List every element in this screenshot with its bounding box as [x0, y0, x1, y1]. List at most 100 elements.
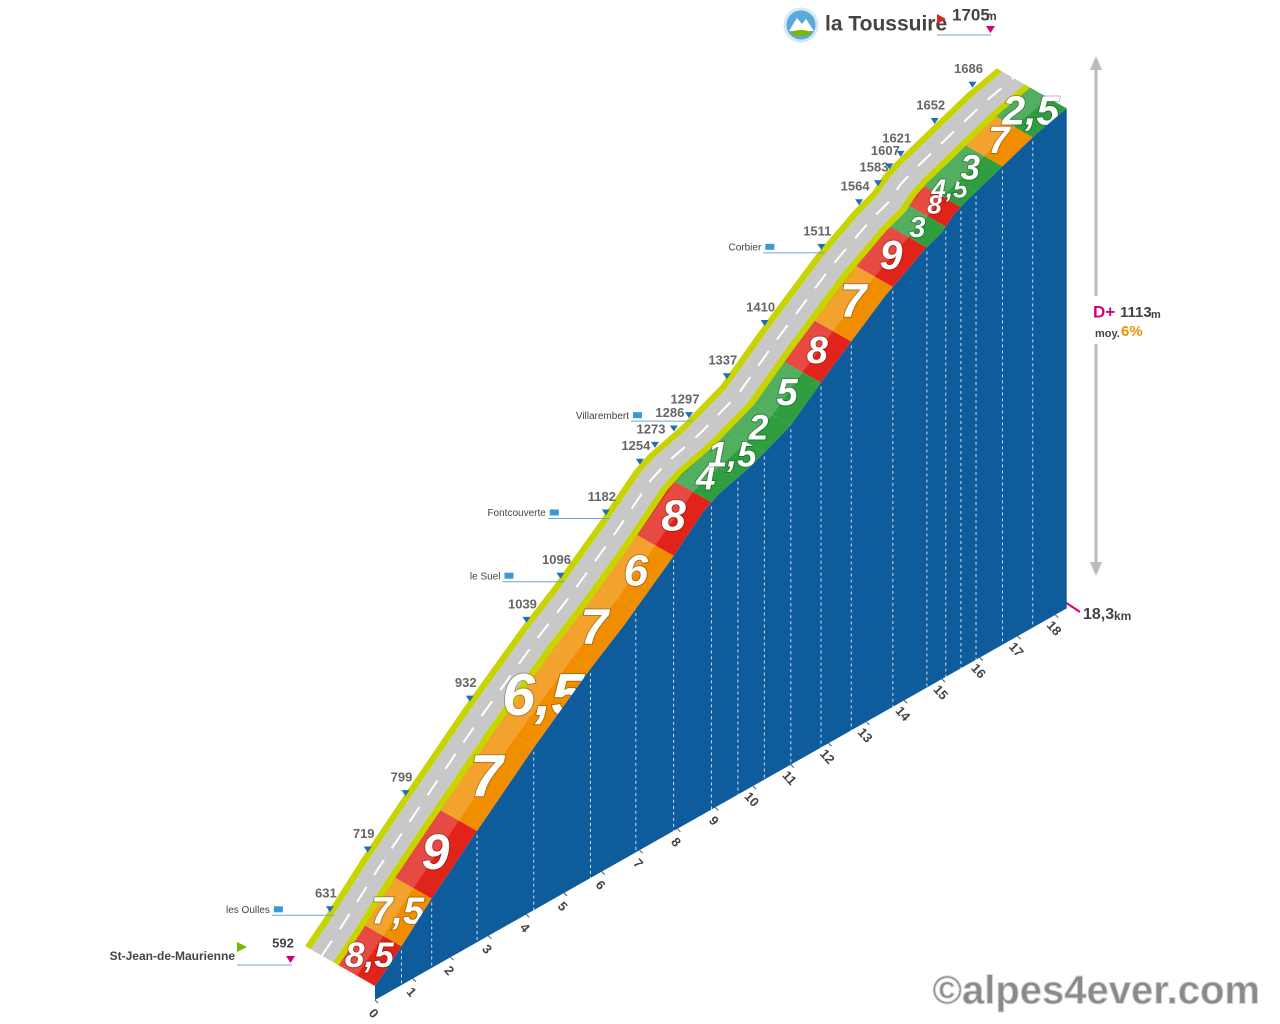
altitude-pointer	[885, 163, 894, 170]
start-name: St-Jean-de-Maurienne	[110, 949, 236, 963]
road	[310, 71, 1025, 963]
gradient-label: 4,5	[930, 173, 968, 203]
start-pointer	[286, 956, 295, 963]
x-tick-label: 4	[517, 920, 534, 936]
band-shade	[890, 205, 928, 238]
gradient-label: 5	[776, 372, 798, 414]
x-tick-label: 6	[593, 877, 609, 892]
band-shade	[440, 726, 516, 821]
altitude-label: 1511	[803, 223, 831, 238]
copyright: ©alpes4ever.com	[933, 969, 1260, 1013]
gain-unit: m	[1151, 309, 1161, 321]
gradient-band	[814, 266, 893, 342]
place-name: Fontcouverte	[487, 508, 546, 519]
x-tick-label: 5	[555, 899, 571, 914]
altitude-label: 1583	[860, 160, 889, 175]
x-tick	[563, 892, 568, 897]
altitude-label: 1652	[916, 97, 945, 112]
summit-unit: m	[986, 9, 997, 23]
x-tick	[412, 978, 417, 982]
band-shade	[338, 925, 384, 976]
x-tick	[828, 742, 832, 747]
gradient-band	[554, 588, 636, 669]
gradient-label: 3	[961, 149, 981, 188]
band-shade	[996, 87, 1049, 127]
x-tick-label: 8	[668, 834, 684, 849]
band-shade	[727, 404, 773, 443]
altitude-label: 1686	[954, 61, 983, 76]
band-shade	[701, 431, 747, 468]
gradient-band	[890, 205, 946, 248]
place-icon	[633, 412, 642, 419]
gradient-band	[727, 404, 791, 453]
profile-wall	[375, 108, 1067, 1000]
x-tick-label: 12	[817, 746, 838, 767]
gradient-label: 8	[661, 491, 686, 540]
altitude-pointer	[635, 458, 644, 465]
x-tick	[601, 871, 606, 875]
gradient-band	[996, 87, 1067, 138]
x-tick-label: 16	[968, 660, 989, 681]
altitude-pointer	[874, 180, 882, 187]
band-shade	[814, 266, 875, 332]
summit-pointer	[986, 26, 995, 33]
gradient-label: 1,5	[708, 435, 757, 474]
x-tick-label: 18	[1044, 618, 1065, 639]
altitude-label: 719	[353, 826, 375, 841]
x-tick-label: 3	[479, 941, 495, 956]
altitude-label: 1607	[871, 143, 900, 158]
gradient-band	[754, 361, 821, 426]
altitude-pointer	[650, 441, 659, 448]
summit-flag	[937, 14, 946, 24]
gradient-band	[365, 877, 432, 947]
plot: 8,57,5976,576841,525879384,5372,50123456…	[226, 61, 1067, 1021]
x-tick-label: 11	[779, 768, 799, 788]
x-tick	[790, 764, 795, 768]
altitude-pointer	[855, 199, 864, 206]
x-tick-label: 0	[366, 1006, 382, 1021]
altitude-pointer	[465, 695, 474, 702]
summit-altitude: 1705	[952, 5, 990, 24]
x-tick	[639, 849, 643, 854]
band-shade	[497, 648, 573, 738]
x-tick-label: 9	[706, 813, 722, 828]
place-icon	[273, 906, 283, 913]
gradient-label: 6	[624, 546, 649, 595]
x-tick	[752, 785, 757, 790]
gradient-label: 4	[695, 458, 715, 497]
altitude-label: 1410	[746, 299, 775, 314]
altitude-pointer	[669, 425, 678, 432]
summit-name: la Toussuire	[825, 13, 947, 36]
band-shade	[939, 145, 985, 182]
gradient-label: 9	[422, 824, 450, 880]
altitude-pointer	[817, 243, 826, 250]
altitude-label: 1621	[882, 130, 911, 145]
altitude-label: 1273	[637, 421, 666, 436]
gradient-band	[497, 648, 591, 748]
band-shade	[365, 877, 414, 936]
x-tick-label: 15	[930, 682, 951, 703]
band-shade	[909, 186, 943, 217]
gradient-label: 7	[988, 120, 1011, 162]
altitude-pointer	[930, 118, 939, 125]
gradient-band	[675, 456, 738, 503]
gradient-label: 7	[580, 599, 610, 655]
gradient-band	[924, 171, 976, 207]
x-tick	[866, 721, 870, 726]
x-tick-label: 2	[441, 963, 457, 978]
band-shade	[599, 535, 656, 599]
altitude-label: 631	[315, 886, 337, 901]
gain-value: 1113	[1120, 304, 1152, 321]
gradient-label: 7	[840, 274, 868, 327]
altitude-pointer	[968, 81, 977, 88]
altitude-label: 1337	[708, 353, 737, 368]
altitude-label: 1564	[841, 179, 871, 194]
x-tick	[450, 956, 454, 961]
x-tick	[374, 999, 379, 1004]
place-icon	[765, 243, 775, 250]
altitude-label: 799	[391, 770, 413, 785]
altitude-label: 1182	[588, 489, 616, 504]
x-tick-label: 7	[630, 856, 646, 871]
distance-unit: km	[1114, 609, 1131, 623]
gradient-band	[440, 726, 534, 831]
